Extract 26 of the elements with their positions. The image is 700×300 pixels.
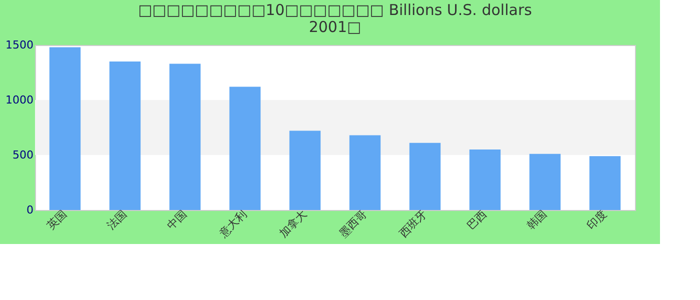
x-tick-label: 韩国 (524, 208, 550, 232)
y-tick-label: 0 (26, 204, 34, 216)
bar (109, 62, 141, 210)
bar (49, 47, 81, 210)
x-tick-label: 加拿大 (276, 208, 310, 240)
x-tick-label: 英国 (44, 208, 70, 232)
text: □□□□□□□□□10□□□□□□□ Billions U.S. dollars (138, 1, 532, 19)
bar (289, 130, 321, 210)
x-tick-label: 巴西 (464, 208, 490, 232)
y-tick-label: 500 (12, 148, 34, 162)
y-tick-label: 1000 (6, 94, 34, 106)
bar (469, 150, 501, 210)
x-tick-label: 意大利 (216, 208, 250, 241)
bar (229, 86, 261, 210)
x-tick-label: 墨西哥 (336, 208, 370, 240)
y-tick-label: 1500 (6, 38, 34, 52)
bar (589, 156, 621, 210)
x-tick-label: 中国 (164, 208, 190, 232)
x-tick-label: 西班牙 (396, 208, 430, 240)
text: 2001□ (308, 18, 362, 36)
bar (169, 64, 201, 210)
bar (409, 142, 441, 210)
bar (349, 135, 381, 210)
bar (529, 154, 561, 210)
x-tick-label: 印度 (584, 208, 610, 232)
x-tick-label: 法国 (104, 208, 130, 232)
